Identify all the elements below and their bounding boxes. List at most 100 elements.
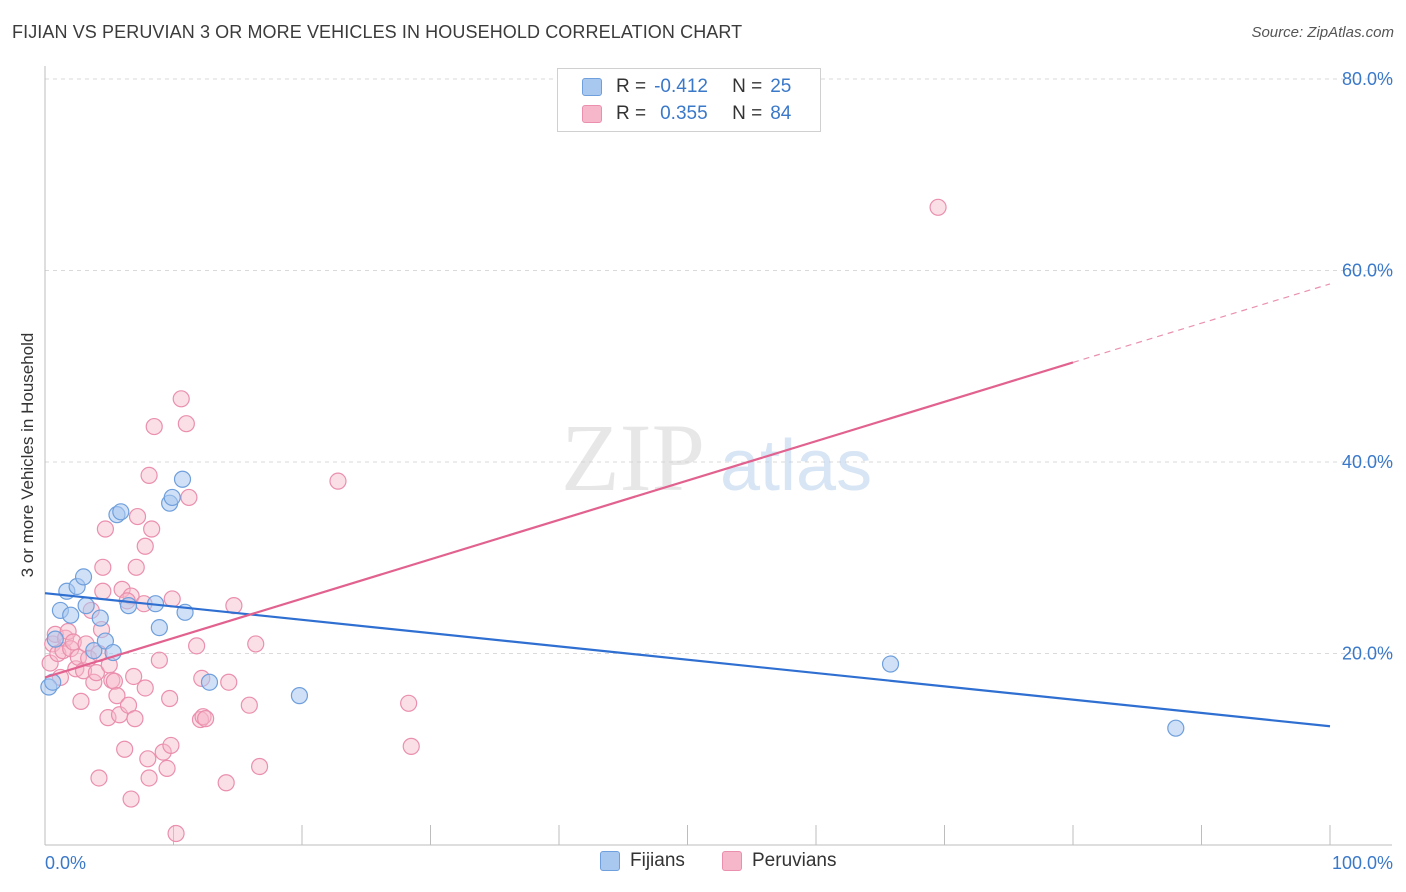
fijian-r-label: R = — [616, 76, 647, 97]
peruvian-point — [122, 790, 140, 808]
peruvian-point — [191, 710, 210, 729]
fijians-legend-swatch — [600, 851, 620, 871]
peruvian-point — [136, 537, 154, 555]
legend-row-fijians: R = -0.412 N = 25 — [582, 75, 791, 99]
peruvian-point — [116, 740, 134, 758]
chart-title: FIJIAN VS PERUVIAN 3 OR MORE VEHICLES IN… — [12, 22, 743, 42]
peruvian-point — [127, 558, 145, 576]
peruvian-r-value: 0.355 — [660, 103, 708, 124]
y-tick-label: 60.0% — [1342, 261, 1393, 281]
peruvian-point — [163, 590, 181, 608]
peruvian-point — [140, 769, 158, 787]
peruvian-point — [161, 689, 179, 708]
x-tick-label: 100.0% — [1332, 853, 1393, 873]
y-tick-label: 80.0% — [1342, 69, 1393, 89]
peruvian-point — [125, 667, 143, 686]
peruvian-point — [64, 633, 82, 651]
peruvian-point — [220, 673, 238, 691]
watermark-zip: ZIP — [561, 404, 705, 511]
peruvian-trend-extension — [1072, 283, 1331, 363]
peruvian-swatch — [582, 105, 602, 123]
peruvian-point — [140, 466, 158, 485]
stats-legend: R = -0.412 N = 25 R = 0.355 N = 84 — [557, 68, 821, 132]
fijian-point — [119, 597, 138, 615]
peruvian-point — [94, 558, 112, 576]
watermark: ZIP atlas — [561, 404, 872, 511]
peruvian-point — [126, 710, 144, 728]
fijian-point — [290, 687, 309, 705]
fijian-point — [62, 606, 80, 624]
fijian-point — [112, 503, 130, 521]
peruvian-point — [96, 520, 114, 538]
peruvian-point — [108, 687, 126, 705]
peruvian-point — [105, 672, 123, 690]
fijian-point — [91, 609, 109, 627]
gridlines — [45, 78, 1392, 654]
fijian-point — [150, 619, 168, 637]
peruvian-point — [402, 737, 420, 755]
fijian-point — [77, 597, 95, 615]
peruvian-r-label: R = — [616, 103, 647, 124]
fijian-point — [163, 488, 181, 507]
peruvian-point — [59, 622, 77, 641]
trend-lines — [44, 283, 1331, 728]
peruvian-point — [929, 198, 947, 216]
peruvian-point — [240, 696, 258, 714]
peruvian-trend-line — [44, 361, 1074, 679]
peruvian-point — [180, 488, 198, 507]
peruvian-point — [85, 673, 103, 691]
fijian-swatch — [582, 78, 602, 96]
x-tick-label: 0.0% — [45, 853, 86, 873]
peruvian-point — [158, 759, 176, 778]
peruvians-legend-swatch — [722, 851, 742, 871]
source-credit: Source: ZipAtlas.com — [1251, 24, 1394, 41]
fijian-n-value: 25 — [770, 76, 792, 97]
fijian-point — [881, 655, 900, 673]
peruvian-n-label: N = — [732, 103, 763, 124]
peruvian-point — [139, 750, 157, 768]
y-tick-label: 40.0% — [1342, 452, 1393, 472]
peruvian-point — [143, 520, 161, 538]
peruvian-n-value: 84 — [770, 103, 792, 124]
peruvian-point — [177, 415, 195, 433]
fijian-point — [104, 643, 122, 662]
peruvian-point — [90, 769, 108, 787]
bottom-legend-fijians[interactable]: Fijians — [600, 850, 685, 872]
peruvian-point — [172, 390, 190, 408]
axes — [44, 66, 1392, 846]
x-tick-labels: 0.0% 100.0% — [45, 853, 1393, 873]
peruvian-point — [167, 824, 185, 843]
fijian-point — [74, 568, 93, 586]
fijian-point — [173, 470, 192, 488]
y-tick-label: 20.0% — [1342, 644, 1393, 664]
watermark-atlas: atlas — [720, 426, 872, 506]
peruvian-point — [162, 736, 180, 755]
peruvian-point — [188, 637, 206, 655]
peruvian-point — [194, 708, 212, 726]
peruvian-point — [136, 679, 154, 697]
fijian-point — [200, 673, 219, 691]
fijians-legend-label: Fijians — [630, 850, 685, 871]
peruvian-point — [217, 774, 235, 792]
peruvian-point — [87, 664, 106, 682]
peruvian-point — [128, 507, 147, 526]
peruvian-point — [247, 635, 265, 653]
peruvian-point — [197, 710, 215, 728]
peruvian-point — [329, 472, 347, 490]
peruvian-point — [250, 757, 269, 776]
fijian-n-label: N = — [732, 76, 763, 97]
fijian-point — [1167, 719, 1185, 737]
fijian-trend-line — [44, 592, 1331, 728]
peruvian-point — [94, 582, 112, 600]
fijian-point — [85, 642, 103, 660]
peruvian-point — [72, 692, 90, 710]
legend-row-peruvians: R = 0.355 N = 84 — [582, 102, 791, 126]
peruvian-point — [150, 651, 168, 669]
fijian-point — [46, 630, 64, 648]
peruvians-legend-label: Peruvians — [752, 850, 837, 871]
fijian-r-value: -0.412 — [654, 76, 708, 97]
peruvian-point — [400, 694, 418, 712]
peruvian-points — [41, 198, 947, 843]
bottom-legend-peruvians[interactable]: Peruvians — [722, 850, 837, 872]
